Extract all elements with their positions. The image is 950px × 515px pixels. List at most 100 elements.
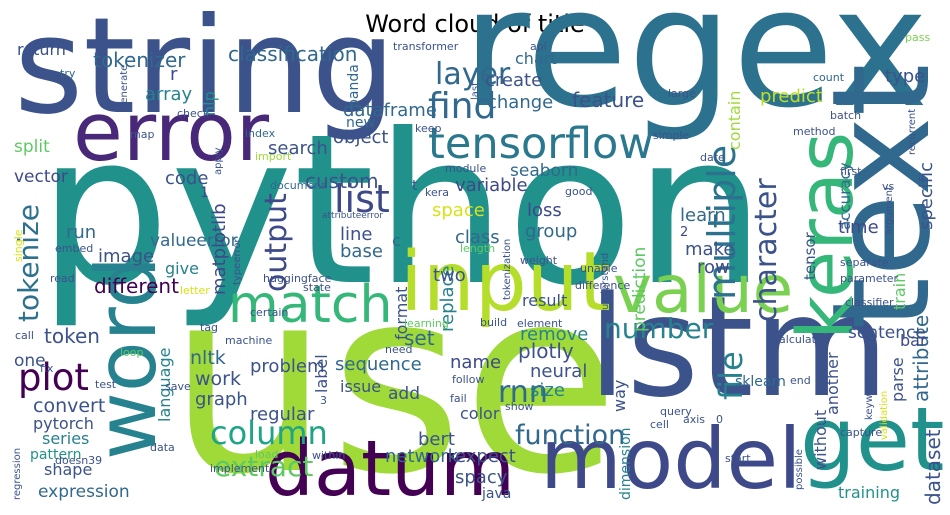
word: attribute [909,315,933,402]
word: type [885,66,925,87]
word: give [165,259,199,278]
word: get [800,388,945,491]
word: vs [882,180,895,193]
word: regular [250,404,315,425]
word: row [697,257,730,278]
word: call [15,329,34,342]
word: typeerror [232,238,243,285]
word: good [565,185,592,198]
word: dimension [618,427,634,500]
word: find [428,86,496,127]
word: seaborn [510,161,578,181]
word: valueerror [150,231,238,251]
word: input [400,235,611,330]
word: check [177,107,210,120]
word: line [340,224,372,245]
word: array [145,84,193,105]
word: token [44,324,100,348]
word: output [259,193,294,292]
word: spacy [455,467,508,488]
word: series [42,429,89,448]
word: last [470,82,481,100]
word: fail [450,392,467,405]
word: text [803,64,950,330]
word: cell [650,418,669,431]
word: expression [38,482,130,502]
word: letter [180,284,210,297]
word: single [12,229,25,262]
word: new [346,115,375,131]
word: nlp [200,91,219,116]
word: change [487,92,553,113]
word: show [505,400,533,413]
word: import [255,150,292,163]
word: problem [250,356,324,377]
word: calculate [773,333,823,346]
word: r [170,64,178,85]
word: implement [210,462,270,475]
word: contain [725,91,744,150]
word: apply [213,147,224,175]
word: set [404,326,435,350]
word: recurrent [907,109,918,155]
word: dataframe [343,100,437,121]
word: machine [225,334,273,347]
word: convert [33,395,105,417]
word: kera [425,186,449,199]
word: python [38,90,766,332]
word: sequence [335,354,422,375]
word: separate [840,256,889,269]
word: load [255,448,279,461]
word: column [210,414,328,452]
word: remove [520,324,588,345]
word: within [312,449,345,462]
word: run [66,222,96,243]
word: map [130,128,154,141]
word: plotly [518,339,574,363]
word: difference [575,279,630,292]
word: result [522,291,567,310]
word: create [485,70,542,91]
word: regression [12,448,23,500]
word: return [17,40,66,59]
word: document [270,179,326,192]
word: save [165,380,191,393]
word: without [811,410,830,470]
cloud-area [8,38,942,510]
word: image [98,246,154,267]
word: length [460,242,495,255]
word: predict [760,86,823,107]
word: another [823,352,842,415]
word: transformer [393,40,459,53]
word: panda [346,64,362,108]
word: method [793,125,835,138]
word: fix [40,362,54,375]
word: one [14,351,46,371]
word: test [95,378,117,391]
word: split [14,137,50,157]
word: language [155,348,174,423]
word: embed [55,242,93,255]
word: datum [265,425,515,514]
word: expect [455,446,516,467]
word: neural [530,361,587,382]
word: match [228,275,392,335]
word: tokenizer [93,48,186,72]
word: doesn39 [55,454,102,467]
word: query [660,405,692,418]
word: need [385,343,413,356]
word: tag [200,321,218,334]
word: 0 [716,413,723,426]
word: train [890,273,909,310]
word: make [685,239,734,260]
word: end [790,374,811,387]
word: search [268,138,328,159]
word: simple [653,129,690,142]
word: learning [404,317,449,330]
word: lstm [588,266,889,428]
word: t [412,178,418,194]
word: count [813,71,845,84]
word: parse [888,357,907,402]
word: large [668,87,696,100]
